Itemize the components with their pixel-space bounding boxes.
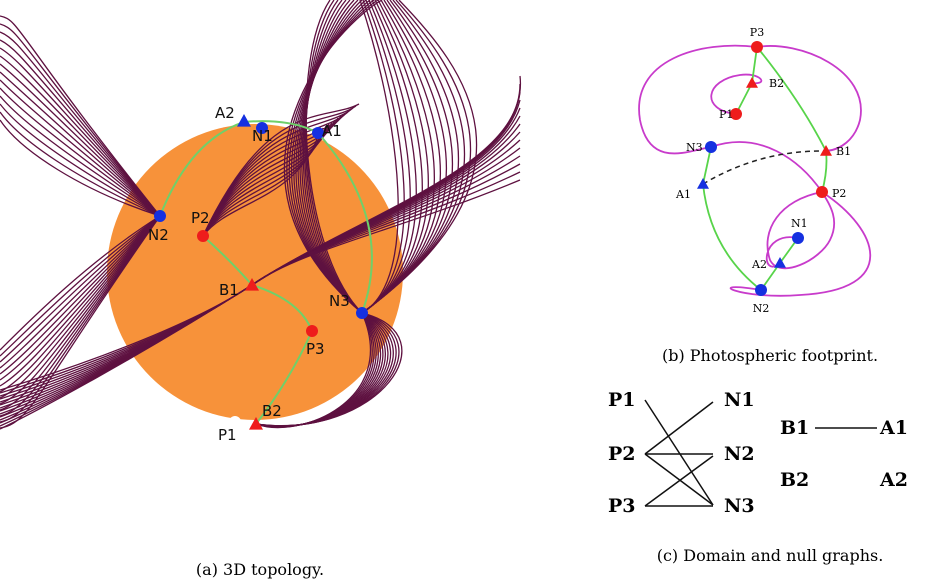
label: P3: [750, 26, 764, 39]
pole-marker: [816, 186, 828, 198]
pole-marker: [751, 41, 763, 53]
label: P3: [306, 340, 325, 358]
graph-node: P3: [608, 495, 636, 517]
label: N2: [753, 302, 770, 315]
pole-marker: [705, 141, 717, 153]
label: P1: [719, 108, 733, 121]
pole-marker: [197, 230, 209, 242]
label: P2: [191, 209, 210, 227]
graph-node: P1: [608, 389, 636, 411]
graph-node: B1: [780, 417, 809, 439]
label: A1: [322, 122, 342, 140]
pole-marker: [792, 232, 804, 244]
graph-node: N2: [724, 443, 755, 465]
label: A1: [675, 188, 691, 201]
pole-marker: [154, 210, 166, 222]
label: B1: [219, 281, 239, 299]
graph-node: P2: [608, 443, 636, 465]
label: N3: [329, 292, 350, 310]
figure: A2 N1 A1 N2 P2 B1 N3 P3 P1 B2 P3 B2 P1 N3 B1 A1 P2 N1 A2 N…: [0, 0, 930, 583]
label: B2: [769, 77, 784, 90]
label: N1: [791, 217, 808, 230]
pole-marker: [356, 307, 368, 319]
pole-marker: [306, 325, 318, 337]
label: B2: [262, 402, 282, 420]
label: P2: [832, 187, 846, 200]
pole-marker: [755, 284, 767, 296]
label: N2: [148, 226, 169, 244]
label: B1: [836, 145, 851, 158]
label: N3: [686, 141, 703, 154]
graph-node: N3: [724, 495, 755, 517]
label: A2: [215, 104, 235, 122]
graph-node: A2: [879, 469, 908, 491]
label: P1: [218, 426, 237, 444]
caption: (c) Domain and null graphs.: [657, 546, 884, 565]
caption: (b) Photospheric footprint.: [662, 346, 878, 365]
label: N1: [252, 127, 273, 145]
graph-node: B2: [780, 469, 809, 491]
graph-node: A1: [879, 417, 908, 439]
graph-node: N1: [724, 389, 755, 411]
label: A2: [751, 258, 767, 271]
caption: (a) 3D topology.: [196, 560, 324, 579]
